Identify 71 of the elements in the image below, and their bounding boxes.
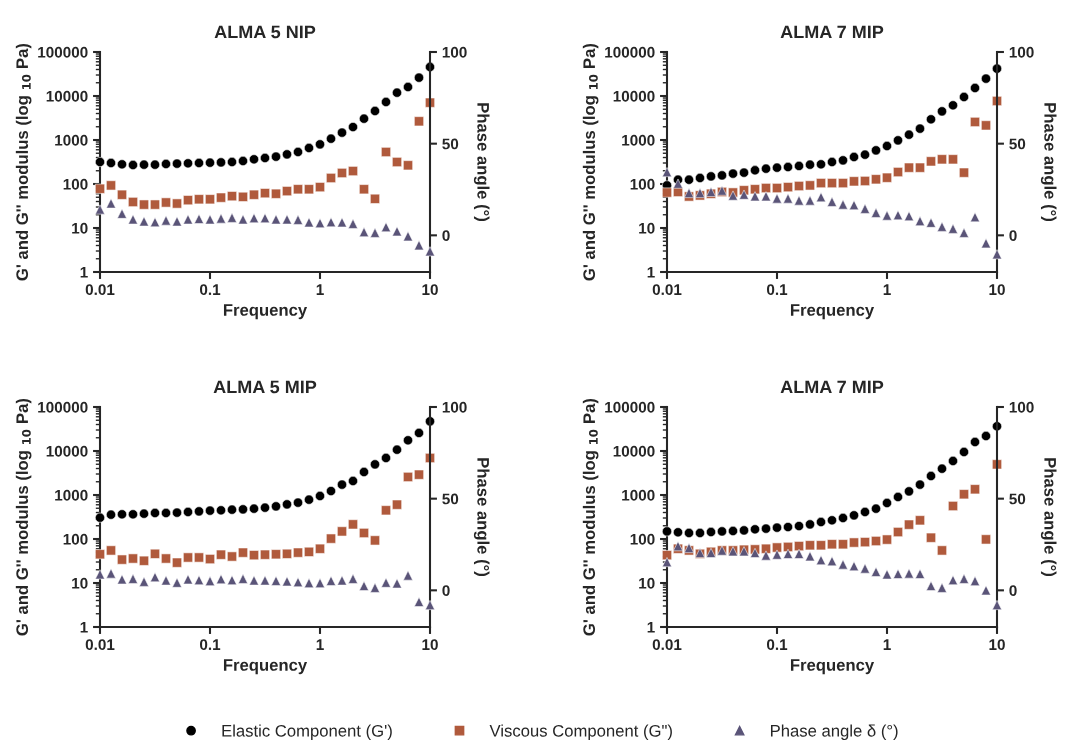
y2-tick-label: 50	[1009, 493, 1026, 505]
y-tick-label: 10000	[613, 445, 655, 457]
y2-tick-label: 0	[1009, 230, 1017, 242]
y2-tick-label: 0	[1009, 585, 1017, 597]
y-tick-label: 1000	[622, 134, 655, 146]
x-tick-label: 0.01	[652, 639, 682, 651]
x-tick-label: 1	[316, 639, 324, 650]
y-tick-label: 100000	[605, 46, 655, 58]
x-tick-label: 10	[989, 284, 1005, 296]
y-tick-label: 100000	[38, 401, 88, 413]
x-tick-label: 1	[883, 639, 891, 650]
x-tick-label: 10	[989, 639, 1005, 651]
y-tick-label: 10000	[46, 445, 88, 457]
y2-tick-label: 50	[1009, 138, 1026, 150]
x-tick-label: 0.01	[85, 284, 115, 296]
y2-axis-title: Phase angle (°)	[1040, 458, 1057, 577]
y2-axis-title: Phase angle (°)	[1040, 103, 1057, 222]
x-tick-label: 1	[316, 284, 324, 295]
y2-tick-label: 50	[442, 493, 459, 505]
y-tick-label: 10	[639, 222, 655, 234]
y-tick-label: 100	[63, 533, 88, 545]
y2-tick-label: 100	[442, 401, 467, 413]
y-tick-label: 1	[80, 622, 88, 633]
y2-axis-title: Phase angle (°)	[473, 103, 490, 222]
y-tick-label: 10	[72, 222, 88, 234]
legend-label: Viscous Component (G")	[489, 724, 672, 740]
x-tick-label: 0.1	[766, 284, 788, 296]
y-tick-label: 10000	[613, 90, 655, 102]
x-tick-label: 10	[422, 639, 438, 651]
chart-title: ALMA 5 NIP	[214, 25, 316, 39]
y-tick-label: 10	[639, 577, 655, 589]
x-tick-label: 0.1	[199, 284, 221, 296]
y-tick-label: 10000	[46, 90, 88, 102]
x-tick-label: 10	[422, 284, 438, 296]
y-tick-label: 100000	[605, 401, 655, 413]
x-axis-title: Frequency	[223, 659, 308, 675]
y2-tick-label: 0	[442, 230, 450, 242]
y-tick-label: 100	[630, 178, 655, 190]
y2-tick-label: 100	[1009, 46, 1034, 58]
y-axis-title: G' and G'' modulus (log $_{10}$ Pa)	[582, 398, 599, 636]
legend-label: Elastic Component (G')	[222, 724, 392, 740]
x-tick-label: 1	[883, 284, 891, 295]
legend-label: Phase angle δ (°)	[770, 724, 898, 740]
y2-tick-label: 50	[442, 138, 459, 150]
y-axis-title: G' and G'' modulus (log $_{10}$ Pa)	[15, 398, 32, 636]
y-tick-label: 1000	[622, 489, 655, 501]
x-axis-title: Frequency	[790, 659, 875, 675]
y-axis-title: G' and G'' modulus (log $_{10}$ Pa)	[582, 43, 599, 281]
chart-title: ALMA 5 MIP	[213, 380, 317, 394]
x-tick-label: 0.01	[85, 639, 115, 651]
y2-tick-label: 100	[442, 46, 467, 58]
y-tick-label: 1	[647, 622, 655, 633]
y2-tick-label: 100	[1009, 401, 1034, 413]
y-tick-label: 1	[80, 267, 88, 278]
x-tick-label: 0.1	[199, 639, 221, 651]
y-tick-label: 1	[647, 267, 655, 278]
x-tick-label: 0.1	[766, 639, 788, 651]
chart-title: ALMA 7 MIP	[780, 380, 884, 394]
y2-tick-label: 0	[442, 585, 450, 597]
x-axis-title: Frequency	[223, 304, 308, 320]
y-axis-title: G' and G'' modulus (log $_{10}$ Pa)	[15, 43, 32, 281]
y-tick-label: 100	[63, 178, 88, 190]
x-axis-title: Frequency	[790, 304, 875, 320]
y-tick-label: 10	[72, 577, 88, 589]
chart-title: ALMA 7 MIP	[780, 25, 884, 39]
y2-axis-title: Phase angle (°)	[473, 458, 490, 577]
y-tick-label: 1000	[55, 489, 88, 501]
x-tick-label: 0.01	[652, 284, 682, 296]
y-tick-label: 1000	[55, 134, 88, 146]
y-tick-label: 100	[630, 533, 655, 545]
y-tick-label: 100000	[38, 46, 88, 58]
